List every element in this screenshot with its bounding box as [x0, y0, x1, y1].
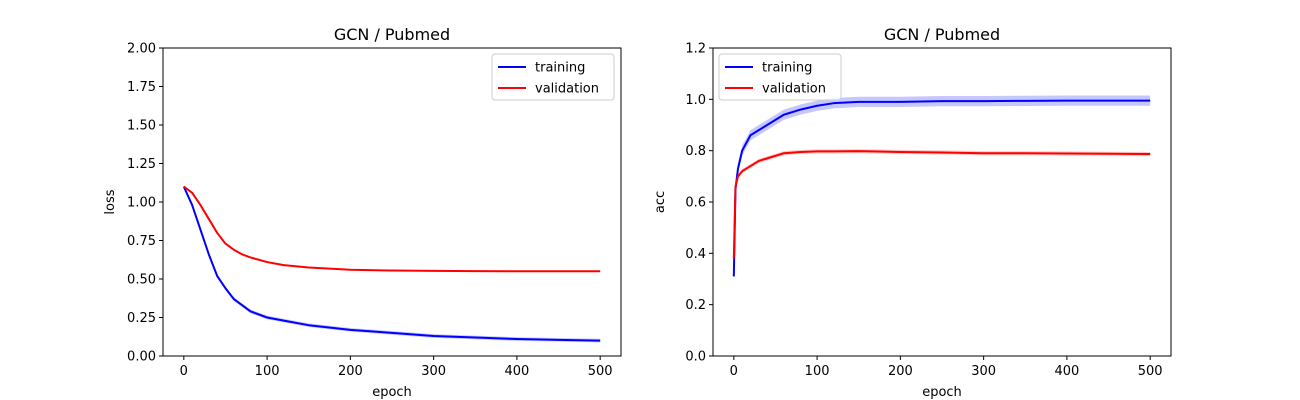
y-axis-label: acc	[653, 191, 668, 213]
y-axis-label: loss	[103, 189, 118, 214]
x-tick-label: 400	[1054, 364, 1079, 379]
acc-chart-panel: 0 100 200 300 400 500 0.0 0.2 0.4 0.6 0.8 1.0 1.2 GCN…	[653, 25, 1172, 400]
y-tick-label: 1.2	[685, 42, 706, 57]
y-tick-label: 0.0	[685, 350, 706, 365]
y-tick-label: 0.2	[685, 298, 706, 313]
legend: training validation	[491, 53, 615, 101]
y-tick-label: 0.25	[127, 311, 156, 326]
x-tick-label: 200	[888, 364, 913, 379]
series-line-training	[182, 186, 601, 342]
y-tick-label: 0.00	[127, 350, 156, 365]
y-tick-label: 1.0	[685, 93, 706, 108]
loss-chart-panel: 0 100 200 300 400 500 0.00 0.25 0.50 0.75 1.00 1.25…	[103, 25, 622, 400]
x-tick-label: 0	[730, 364, 738, 379]
chart-title: GCN / Pubmed	[334, 25, 450, 44]
chart-title: GCN / Pubmed	[884, 25, 1000, 44]
y-tick-label: 0.6	[685, 196, 706, 211]
x-tick-label: 300	[971, 364, 996, 379]
series-line-validation	[732, 150, 1151, 259]
x-tick-label: 500	[588, 364, 613, 379]
x-tick-label: 300	[421, 364, 446, 379]
y-tick-label: 2.00	[127, 42, 156, 57]
legend-label-training: training	[762, 61, 812, 76]
x-tick-label: 500	[1138, 364, 1163, 379]
x-tick-label: 400	[504, 364, 529, 379]
y-tick-label: 1.50	[127, 119, 156, 134]
legend-label-validation: validation	[535, 82, 599, 97]
legend: training validation	[718, 53, 842, 101]
y-tick-label: 1.75	[127, 80, 156, 95]
x-tick-label: 200	[338, 364, 363, 379]
x-tick-label: 0	[180, 364, 188, 379]
x-axis-label: epoch	[922, 385, 962, 400]
x-axis-label: epoch	[372, 385, 412, 400]
x-tick-label: 100	[805, 364, 830, 379]
y-tick-label: 1.25	[127, 157, 156, 172]
x-tick-label: 100	[255, 364, 280, 379]
y-tick-label: 0.8	[685, 144, 706, 159]
y-tick-label: 0.75	[127, 234, 156, 249]
y-tick-label: 0.4	[685, 247, 706, 262]
series-line-training	[732, 99, 1151, 277]
series-line-validation	[183, 185, 601, 273]
legend-label-training: training	[535, 61, 585, 76]
y-tick-label: 1.00	[127, 196, 156, 211]
legend-label-validation: validation	[762, 82, 826, 97]
y-tick-label: 0.50	[127, 273, 156, 288]
